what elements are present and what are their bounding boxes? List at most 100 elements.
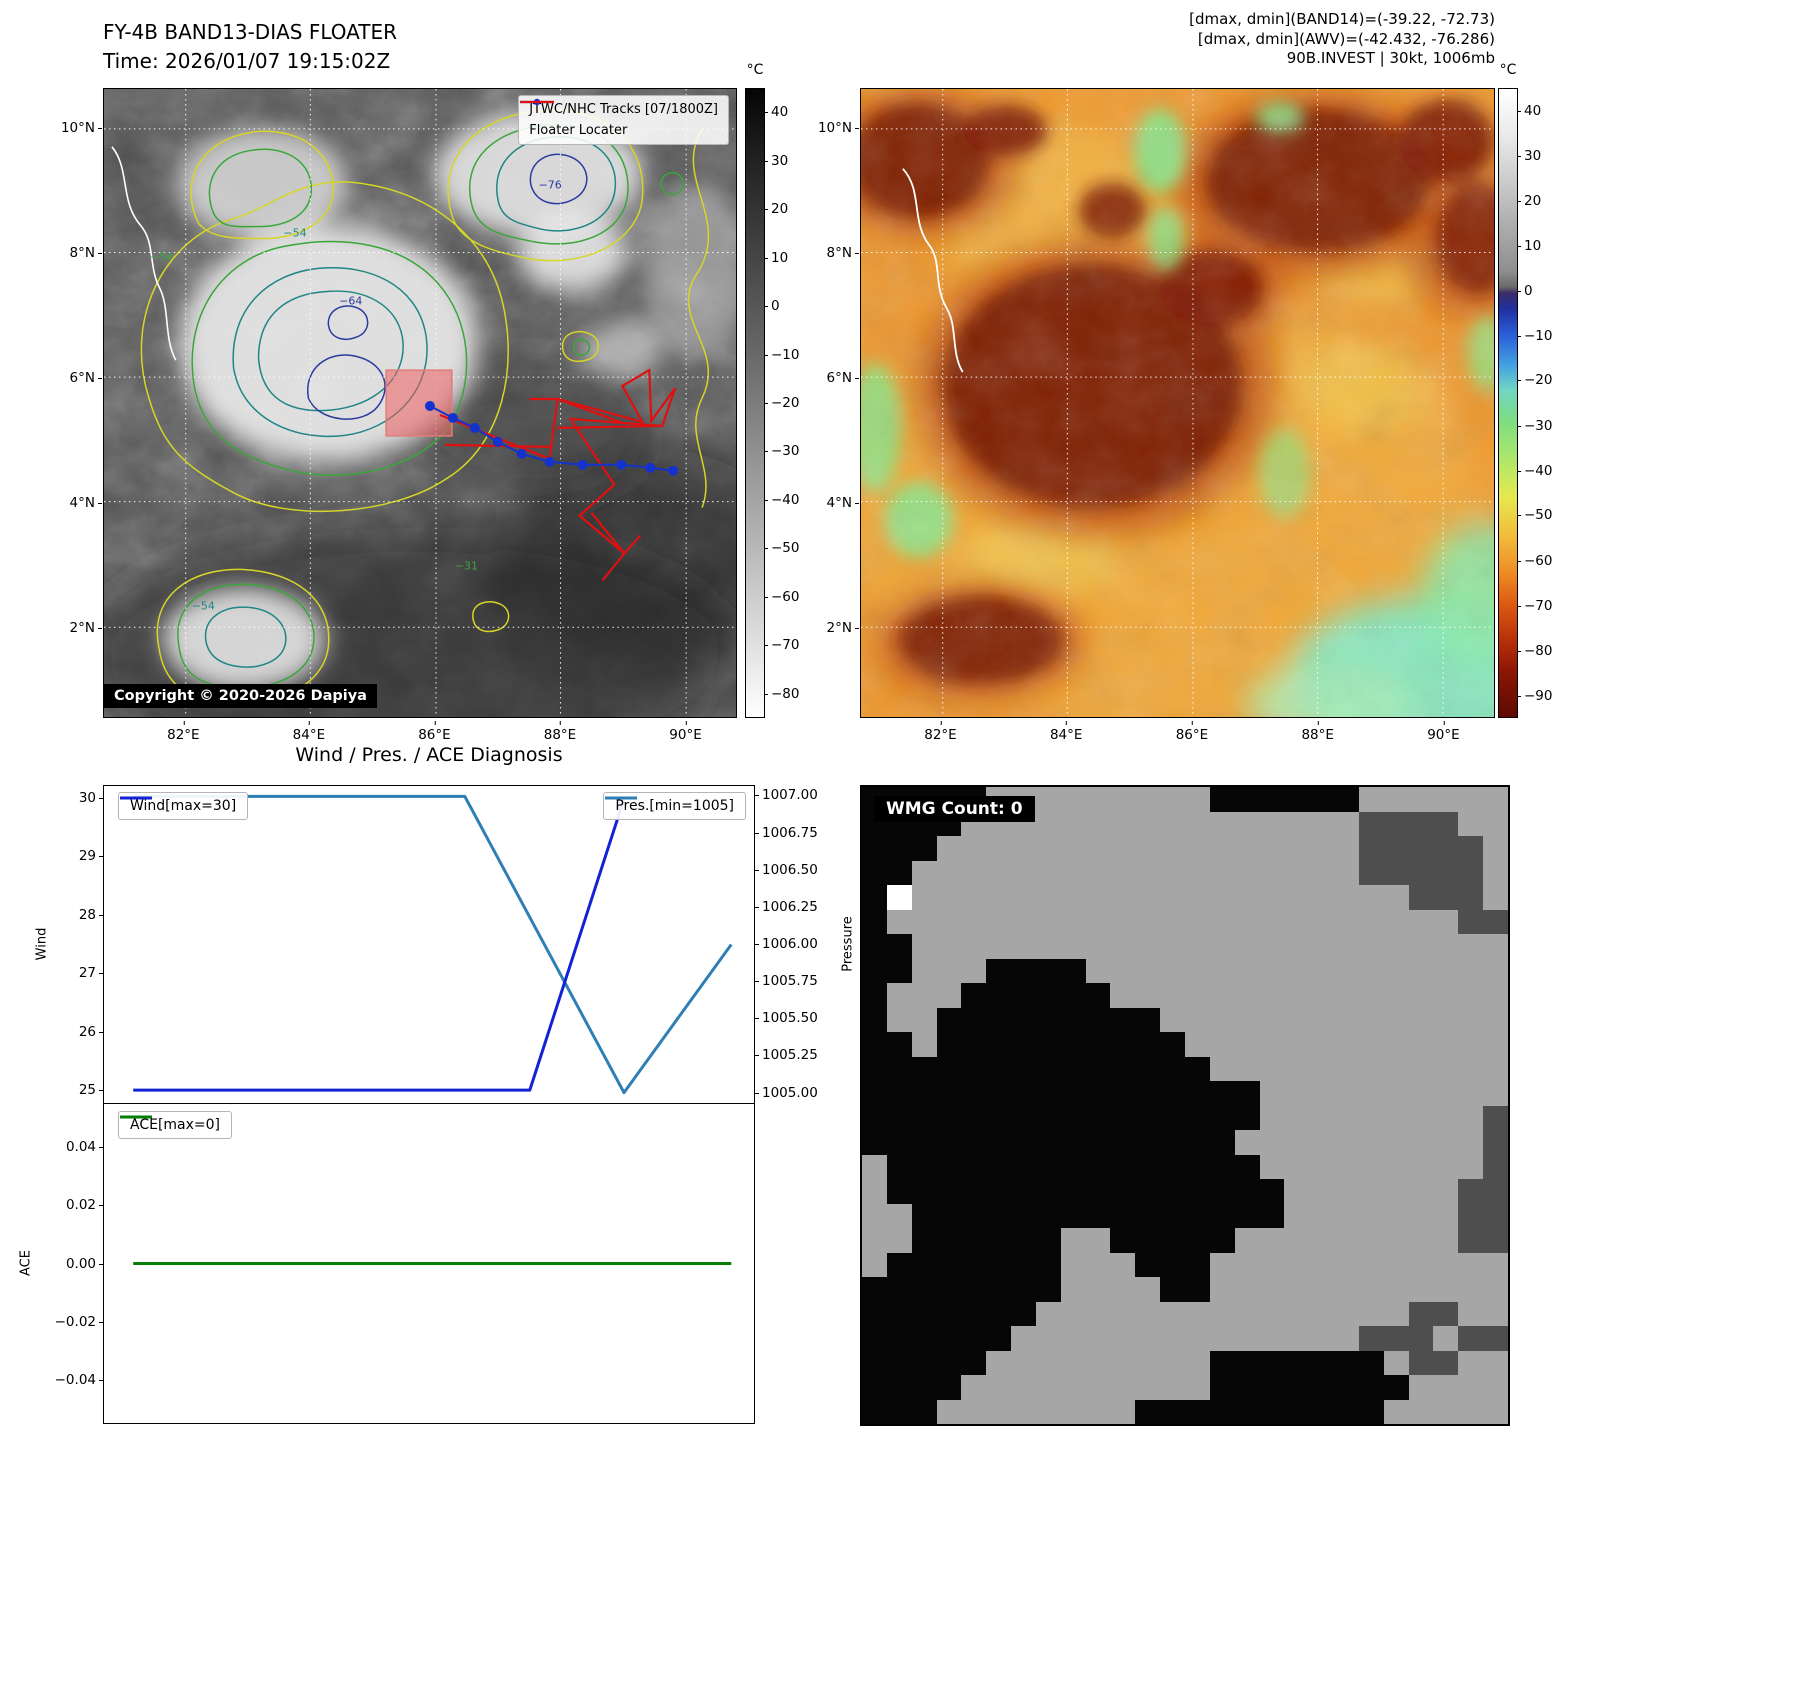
wmg-cell <box>1184 1081 1210 1106</box>
wmg-cell <box>1209 1105 1235 1130</box>
panel1-title: FY-4B BAND13-DIAS FLOATER Time: 2026/01/… <box>103 18 397 76</box>
wmg-cell <box>862 1154 887 1179</box>
coastline <box>111 146 177 361</box>
wmg-cell <box>986 1203 1012 1228</box>
wmg-cell <box>911 1154 937 1179</box>
wmg-cell <box>1011 1228 1036 1253</box>
wmg-cell <box>911 1228 937 1253</box>
wmg-cell <box>1209 1252 1235 1277</box>
tick-label: 26 <box>78 1023 104 1040</box>
panel2-header: [dmax, dmin](BAND14)=(-39.22, -72.73) [d… <box>995 10 1495 69</box>
wmg-cell <box>1110 787 1136 812</box>
wmg-cell <box>1035 811 1061 836</box>
wmg-cell <box>1085 1375 1111 1400</box>
wmg-cell <box>1284 836 1310 861</box>
contour-label: −64 <box>339 294 362 307</box>
wmg-cell <box>1334 1350 1359 1375</box>
wmg-cell <box>1259 1399 1285 1424</box>
wmg-cell <box>961 1154 987 1179</box>
pressure-line-sample <box>605 796 638 800</box>
wmg-cell <box>1135 1252 1161 1277</box>
tick-label: 0.00 <box>65 1255 104 1272</box>
wmg-cell <box>862 1105 887 1130</box>
wmg-cell <box>1284 1228 1310 1253</box>
wmg-cell <box>1259 1350 1285 1375</box>
wmg-cell <box>911 1399 937 1424</box>
wmg-cell <box>1259 787 1285 812</box>
wmg-cell <box>1483 1228 1508 1253</box>
wmg-cell <box>862 909 887 934</box>
tick-label: −60 <box>764 588 800 605</box>
wmg-cell <box>1284 934 1310 959</box>
wmg-cell <box>936 983 962 1008</box>
wmg-cell <box>1160 1228 1185 1253</box>
wmg-cell <box>1011 885 1036 910</box>
wmg-cell <box>1284 1081 1310 1106</box>
tick-label: 8°N <box>826 245 860 261</box>
wmg-cell <box>1259 1228 1285 1253</box>
wmg-cell <box>1408 1252 1434 1277</box>
wmg-cell <box>886 1056 912 1081</box>
wmg-cell <box>862 1399 887 1424</box>
wmg-cell <box>1035 934 1061 959</box>
wmg-cell <box>1234 1252 1260 1277</box>
panel2-header-line1: [dmax, dmin](BAND14)=(-39.22, -72.73) <box>1189 10 1495 28</box>
wmg-cell <box>1234 1130 1260 1155</box>
wmg-cell <box>1160 958 1185 983</box>
panel1-title-line2: Time: 2026/01/07 19:15:02Z <box>103 49 391 73</box>
wmg-cell <box>1209 860 1235 885</box>
wmg-cell <box>1035 958 1061 983</box>
wmg-cell <box>1358 885 1384 910</box>
wmg-cell <box>986 909 1012 934</box>
wmg-cell <box>936 1326 962 1351</box>
wmg-cell <box>1483 1032 1508 1057</box>
wmg-cell <box>1383 1375 1409 1400</box>
tick-label: 82°E <box>167 721 200 743</box>
wmg-cell <box>1011 1252 1036 1277</box>
wmg-cell <box>936 1252 962 1277</box>
wmg-cell <box>1110 811 1136 836</box>
wmg-cell <box>1135 836 1161 861</box>
wmg-cell <box>961 1252 987 1277</box>
wmg-cell <box>911 1130 937 1155</box>
wmg-cell <box>1284 1130 1310 1155</box>
coastline <box>902 168 964 373</box>
wmg-cell <box>1483 1154 1508 1179</box>
wmg-cell <box>1035 1154 1061 1179</box>
wmg-cell <box>1184 1228 1210 1253</box>
wmg-cell <box>1483 811 1508 836</box>
wmg-cell <box>1483 885 1508 910</box>
wmg-cell <box>862 1350 887 1375</box>
wmg-cell <box>1284 909 1310 934</box>
wmg-cell <box>986 1154 1012 1179</box>
wmg-cell <box>1035 1301 1061 1326</box>
wmg-cell <box>1458 1056 1484 1081</box>
wmg-cell <box>1334 909 1359 934</box>
ir-colorbar-ticks: 40 30 20 10 0 −10 −20 −30 −40 −50 −60 −70 −80 <box>763 88 815 718</box>
wmg-cell <box>1184 1277 1210 1302</box>
wmg-cell <box>961 1228 987 1253</box>
wmg-cell <box>1184 1252 1210 1277</box>
wmg-cell <box>1035 1375 1061 1400</box>
wmg-cell <box>1259 860 1285 885</box>
tick-label: −50 <box>1517 507 1553 524</box>
wmg-cell <box>1085 1179 1111 1204</box>
wmg-cell <box>1458 811 1484 836</box>
wmg-cell <box>1483 1399 1508 1424</box>
wmg-cell <box>1234 934 1260 959</box>
awv-texture <box>861 89 1494 717</box>
wmg-cell <box>1234 909 1260 934</box>
wmg-cell <box>1085 1228 1111 1253</box>
wmg-cell <box>1334 1301 1359 1326</box>
wmg-cell <box>1334 1032 1359 1057</box>
wmg-cell <box>1284 1032 1310 1057</box>
wmg-cell <box>1035 1350 1061 1375</box>
wmg-cell <box>1483 1326 1508 1351</box>
wmg-cell <box>1483 1350 1508 1375</box>
map-legend: JTWC/NHC Tracks [07/1800Z] Floater Locat… <box>518 95 729 145</box>
wmg-cell <box>1011 909 1036 934</box>
wmg-cell <box>1334 1203 1359 1228</box>
tick-label: −10 <box>1517 327 1553 344</box>
wmg-cell <box>1334 1375 1359 1400</box>
